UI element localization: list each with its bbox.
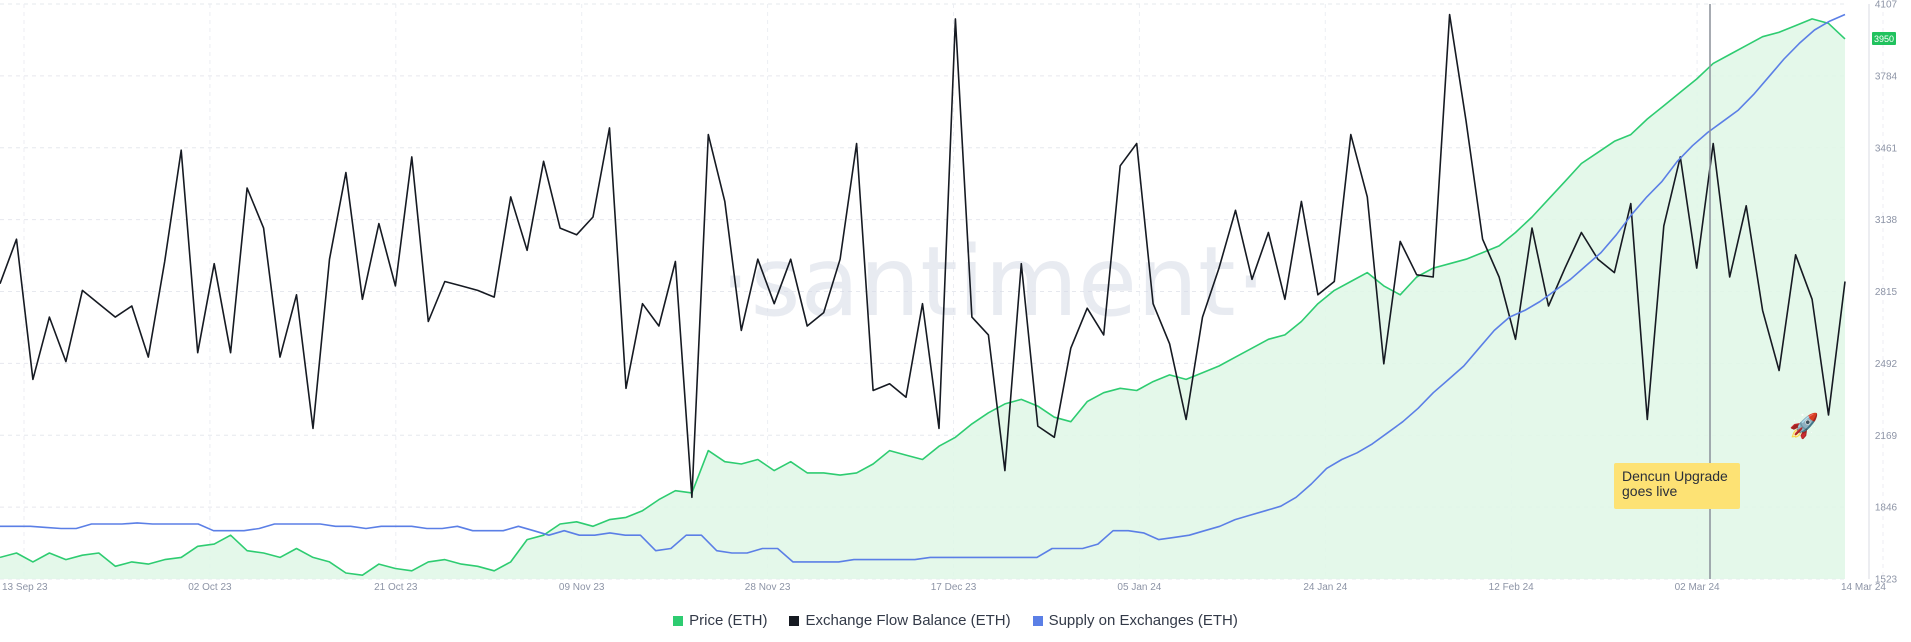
- x-axis: 13 Sep 23 02 Oct 23 21 Oct 23 09 Nov 23 28 N…: [2, 582, 1886, 593]
- x-tick-label: 28 Nov 23: [745, 582, 791, 593]
- y-tick-label: 2492: [1875, 359, 1898, 370]
- price-area: [0, 18, 1845, 579]
- price-tag-label: 3950: [1874, 34, 1894, 44]
- y-tick-label: 3461: [1875, 143, 1898, 154]
- price-area-group: [0, 18, 1845, 579]
- x-tick-label: 17 Dec 23: [931, 582, 977, 593]
- x-tick-label: 09 Nov 23: [559, 582, 605, 593]
- legend-item-price[interactable]: Price (ETH): [673, 612, 767, 629]
- y-tick-label: 4107: [1875, 0, 1898, 11]
- x-tick-label: 21 Oct 23: [374, 582, 418, 593]
- x-tick-label: 02 Oct 23: [188, 582, 232, 593]
- annotation-line-1: Dencun Upgrade: [1622, 468, 1728, 484]
- legend-swatch-flow: [789, 615, 800, 626]
- series-lines-group: [0, 13, 1846, 576]
- legend-item-supply[interactable]: Supply on Exchanges (ETH): [1032, 612, 1238, 629]
- legend-swatch-price: [673, 615, 684, 626]
- exchange-flow-line: [0, 13, 1846, 499]
- y-tick-label: 1846: [1875, 503, 1898, 514]
- y-tick-label: 1523: [1875, 575, 1898, 586]
- y-tick-label: 2815: [1875, 287, 1898, 298]
- grid-lines: [0, 3, 1884, 580]
- x-tick-label: 05 Jan 24: [1117, 582, 1161, 593]
- y-tick-label: 3784: [1875, 71, 1898, 82]
- y-tick-label: 3138: [1875, 215, 1898, 226]
- price-tag-background: [1872, 32, 1896, 45]
- watermark: ·santiment·: [720, 226, 1266, 338]
- x-tick-label: 14 Mar 24: [1841, 582, 1886, 593]
- price-line: [0, 18, 1846, 576]
- y-tick-label: 2169: [1875, 431, 1898, 442]
- legend-label-flow: Exchange Flow Balance (ETH): [805, 612, 1011, 629]
- y-axis: 1523 1846 2169 2492 2815 3138 3461 3784 4107: [1868, 0, 1898, 586]
- chart-legend: Price (ETH) Exchange Flow Balance (ETH) …: [0, 612, 1911, 629]
- x-tick-label: 12 Feb 24: [1489, 582, 1534, 593]
- rocket-icon: 🚀: [1789, 413, 1819, 440]
- supply-line: [0, 13, 1846, 563]
- dencun-annotation: Dencun Upgrade goes live: [1614, 463, 1740, 509]
- legend-label-supply: Supply on Exchanges (ETH): [1048, 612, 1238, 629]
- x-tick-label: 02 Mar 24: [1675, 582, 1720, 593]
- legend-label-price: Price (ETH): [689, 612, 768, 629]
- price-tag-group: 3950: [1872, 32, 1896, 45]
- legend-swatch-supply: [1032, 615, 1043, 626]
- x-tick-label: 24 Jan 24: [1303, 582, 1347, 593]
- annotation-line-2: goes live: [1622, 483, 1678, 499]
- x-tick-label: 13 Sep 23: [2, 582, 48, 593]
- legend-item-flow[interactable]: Exchange Flow Balance (ETH): [789, 612, 1011, 629]
